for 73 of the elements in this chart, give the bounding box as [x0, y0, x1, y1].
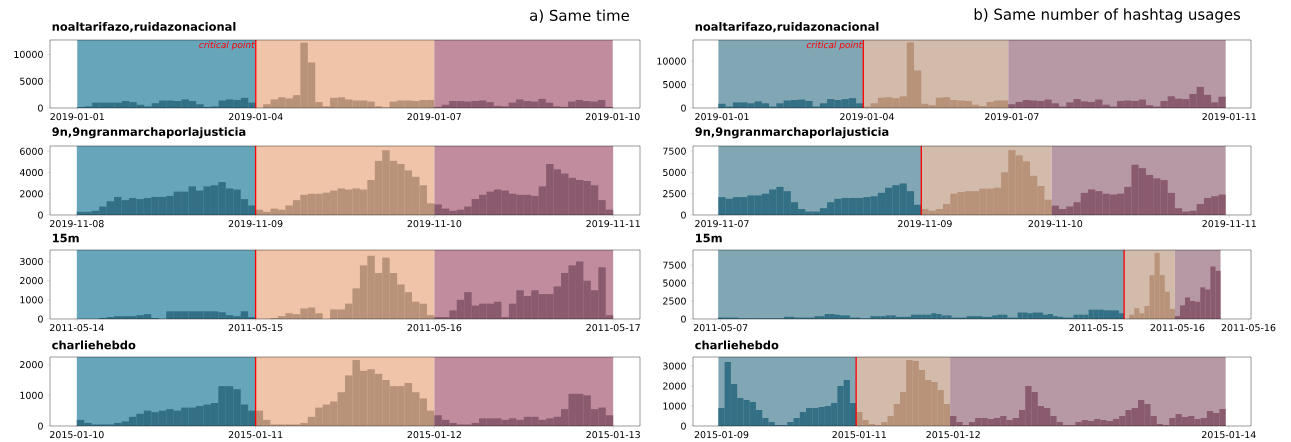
- y-tick-label: 0: [38, 422, 43, 430]
- y-tick-label: 0: [38, 104, 43, 112]
- x-tick-label: 2011-05-16: [1150, 324, 1205, 332]
- y-tick-label: 5000: [663, 169, 686, 177]
- x-tick-label: 2019-01-01: [50, 113, 104, 121]
- x-tick-label: 2019-11-09: [898, 220, 952, 228]
- y-tick-label: 5000: [20, 77, 43, 86]
- x-tick-label: 2015-01-12: [926, 431, 980, 439]
- x-tick-label: 2019-01-10: [585, 113, 640, 121]
- chart-title: 9n,9ngranmarchaporlajusticia: [695, 127, 889, 139]
- x-tick-label: 2015-01-09: [694, 431, 749, 439]
- y-tick-label: 1000: [663, 402, 686, 410]
- y-tick-label: 1000: [20, 392, 43, 400]
- text: b) Same number of hashtag usages: [974, 8, 1241, 24]
- x-tick-label: 2019-11-08: [50, 220, 104, 228]
- x-tick-label: 2019-11-11: [1202, 220, 1256, 228]
- y-tick-label: 2000: [20, 361, 43, 369]
- x-tick-label: 2019-01-07: [407, 113, 461, 121]
- x-tick-label: 2015-01-13: [586, 431, 640, 439]
- y-tick-label: 0: [38, 211, 43, 219]
- y-tick-label: 0: [681, 422, 686, 430]
- y-tick-label: 2000: [663, 382, 686, 390]
- chart-title: 15m: [53, 234, 79, 243]
- x-tick-label: 2019-01-01: [695, 113, 749, 121]
- annotation: critical point: [806, 41, 863, 51]
- chart-title: 15m: [696, 234, 722, 243]
- x-tick-label: 2019-01-04: [228, 113, 283, 121]
- y-tick-label: 10000: [657, 57, 686, 65]
- x-tick-label: 2011-05-15: [1069, 324, 1123, 332]
- chart-title: 9n,9ngranmarchaporlajusticia: [52, 127, 246, 139]
- chart-title: noaltarifazo,ruidazonacional: [52, 22, 236, 33]
- y-tick-label: 0: [38, 315, 43, 323]
- x-tick-label: 2019-01-04: [840, 113, 894, 121]
- y-tick-label: 10000: [14, 51, 43, 59]
- x-tick-label: 2019-01-11: [1202, 113, 1256, 121]
- x-tick-label: 2015-01-14: [1201, 431, 1256, 439]
- x-tick-label: 2011-05-15: [228, 324, 283, 332]
- y-tick-label: 2000: [20, 190, 43, 198]
- x-tick-label: 2015-01-11: [832, 431, 886, 439]
- chart-title: charliehebdo: [52, 340, 136, 350]
- y-tick-label: 7500: [663, 261, 686, 269]
- ref-line-label: critical point: [199, 41, 255, 51]
- x-tick-label: 2011-05-07: [693, 324, 748, 332]
- x-tick-label: 2015-01-10: [50, 431, 104, 439]
- x-tick-label: 2011-05-16: [1221, 324, 1276, 332]
- x-tick-label: 2019-01-07: [985, 113, 1039, 121]
- x-tick-label: 2019-11-07: [695, 220, 749, 228]
- y-tick-label: 5000: [663, 279, 686, 287]
- x-tick-label: 2015-01-12: [407, 431, 461, 439]
- text: a) Same time: [530, 9, 629, 24]
- x-tick-label: 2011-05-17: [586, 324, 640, 332]
- y-tick-label: 0: [681, 211, 686, 219]
- y-tick-label: 4000: [19, 169, 43, 177]
- y-tick-label: 3000: [20, 258, 43, 266]
- y-tick-label: 1000: [20, 296, 43, 304]
- chart-title: charliehebdo: [695, 340, 779, 350]
- y-tick-label: 7500: [663, 147, 686, 155]
- chart-title: noaltarifazo,ruidazonacional: [695, 22, 879, 33]
- y-tick-label: 2000: [20, 277, 43, 285]
- y-tick-label: 2500: [663, 190, 686, 198]
- x-tick-label: 2011-05-14: [50, 324, 104, 332]
- x-tick-label: 2019-11-10: [407, 220, 462, 228]
- y-tick-label: 5000: [663, 81, 686, 89]
- x-tick-label: 2019-11-10: [1028, 220, 1083, 228]
- y-tick-label: 0: [681, 104, 686, 112]
- y-tick-label: 2500: [663, 297, 686, 305]
- y-tick-label: 6000: [20, 147, 43, 156]
- x-tick-label: 2019-11-09: [228, 220, 283, 228]
- x-tick-label: 2011-05-16: [407, 324, 462, 332]
- y-tick-label: 3000: [663, 362, 686, 370]
- y-tick-label: 0: [681, 315, 686, 323]
- x-tick-label: 2019-11-11: [586, 220, 640, 228]
- x-tick-label: 2015-01-11: [228, 431, 283, 439]
